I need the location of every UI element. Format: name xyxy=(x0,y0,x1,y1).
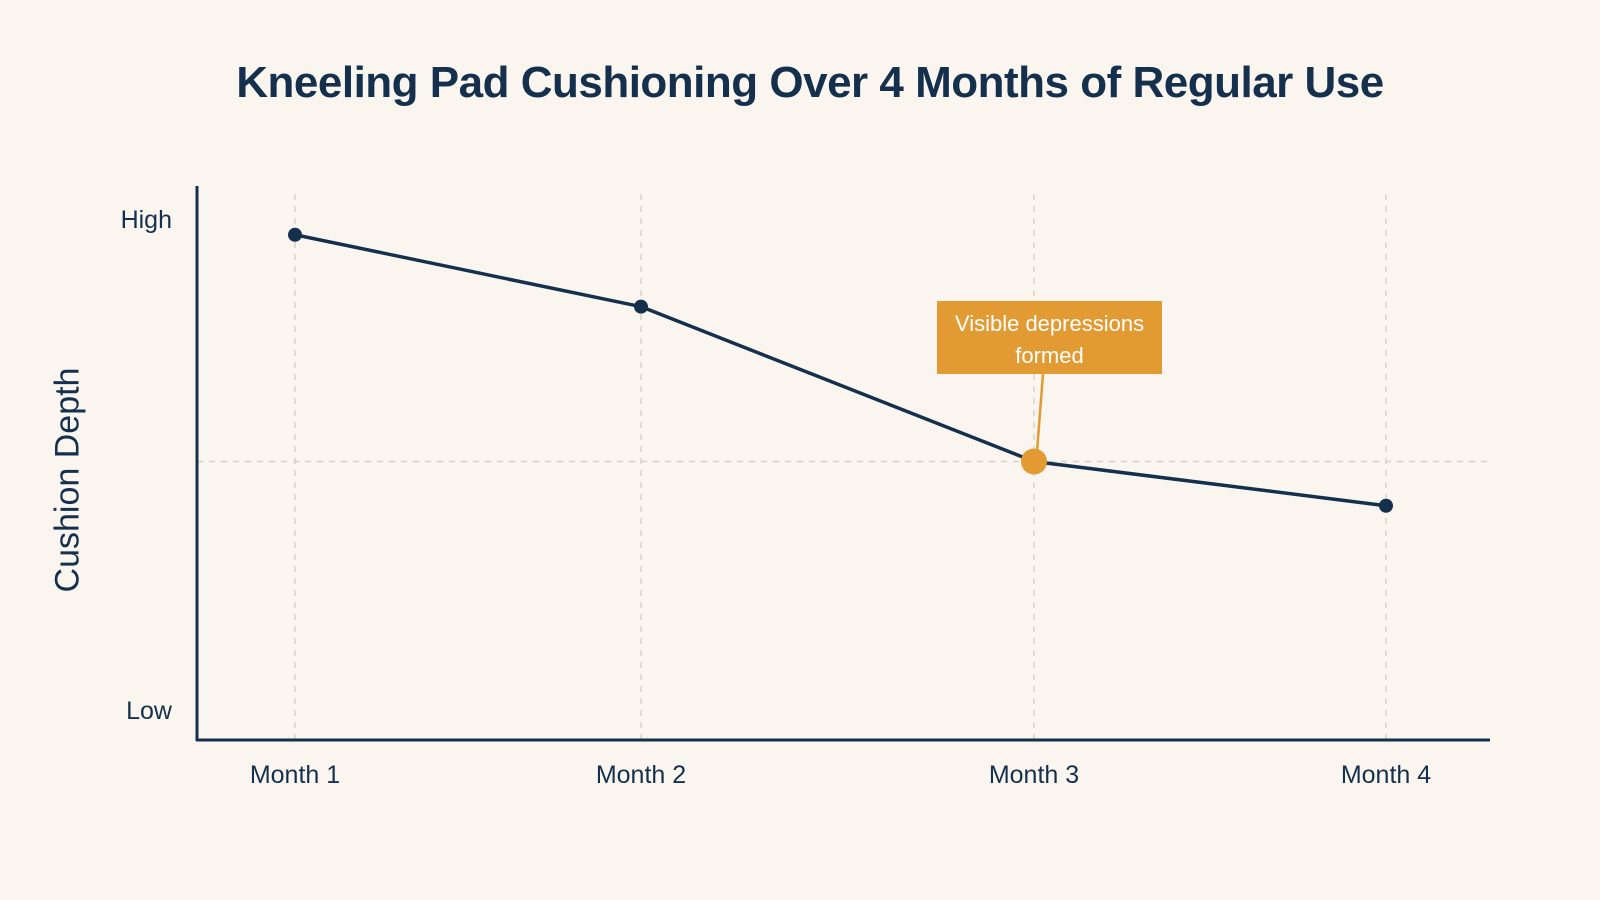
chart-title: Kneeling Pad Cushioning Over 4 Months of… xyxy=(236,58,1384,107)
series-line xyxy=(293,233,1388,508)
y-tick-label: High xyxy=(121,206,172,234)
annotation-text: formed xyxy=(1015,343,1083,368)
x-tick-label: Month 1 xyxy=(250,761,340,789)
x-tick-label: Month 3 xyxy=(989,761,1079,789)
data-point xyxy=(1379,498,1393,513)
annotation-leader-line xyxy=(1035,373,1045,452)
highlighted-data-point xyxy=(1021,448,1047,475)
x-tick-label: Month 2 xyxy=(596,761,686,789)
x-tick-label: Month 4 xyxy=(1341,761,1431,789)
y-tick-label: Low xyxy=(126,697,173,725)
annotation-box xyxy=(937,301,1162,374)
data-point xyxy=(634,299,648,314)
annotation-text: Visible depressions xyxy=(955,311,1144,336)
data-point xyxy=(288,227,302,242)
